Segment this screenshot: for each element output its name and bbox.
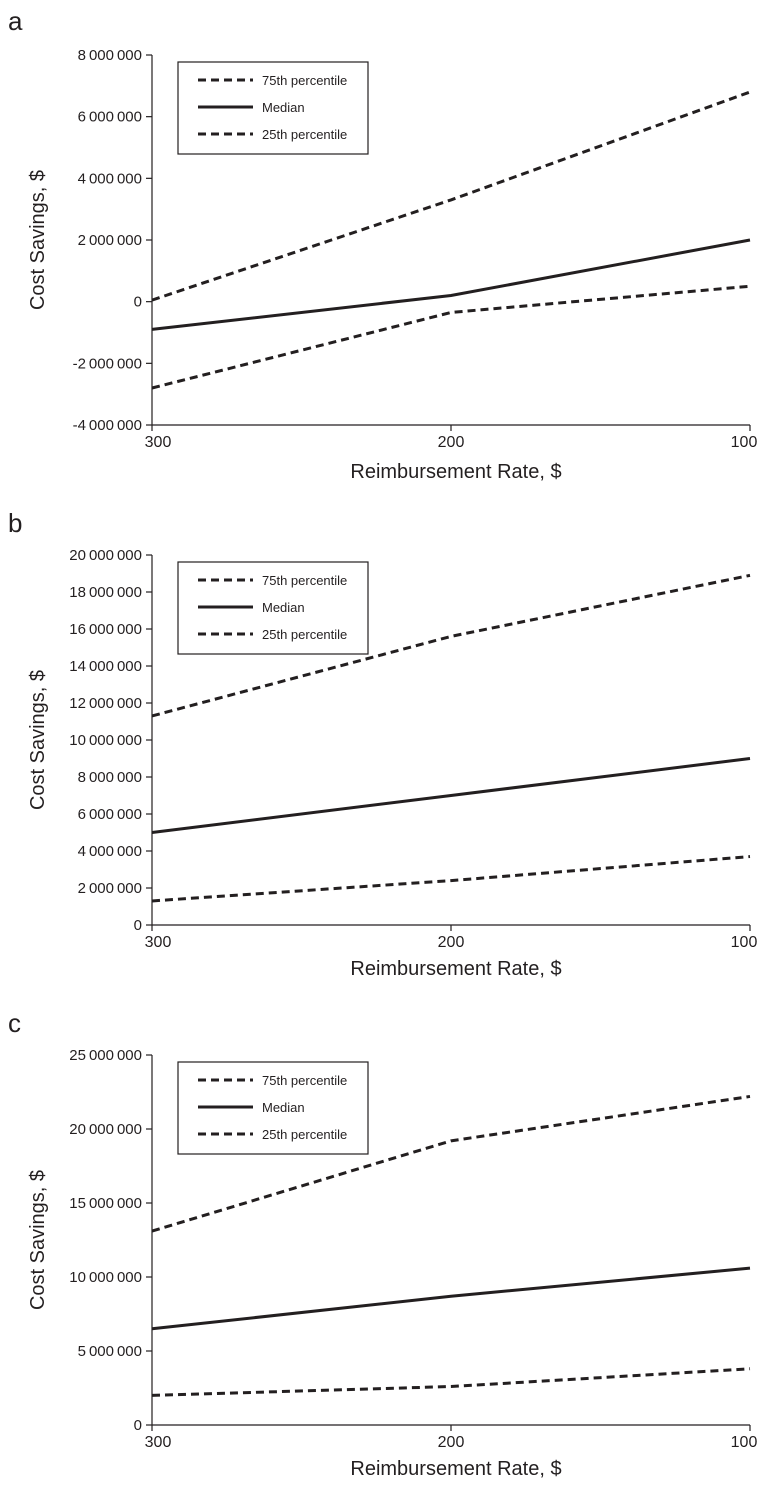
x-tick-label: 300 xyxy=(145,1434,172,1451)
y-tick-label: 0 xyxy=(134,294,142,311)
panel-label: c xyxy=(8,1008,21,1038)
series-line-median xyxy=(151,238,751,331)
y-tick-label: 8 000 000 xyxy=(78,47,142,64)
legend: 75th percentile Median 25th percentile xyxy=(177,61,369,155)
series-line-median xyxy=(151,757,751,834)
legend: 75th percentile Median 25th percentile xyxy=(177,1061,369,1155)
series-line-75th-percentile xyxy=(151,573,751,718)
y-tick-label: 20 000 000 xyxy=(69,547,142,564)
y-tick-label: 25 000 000 xyxy=(69,1047,142,1064)
x-tick-label: 200 xyxy=(438,934,465,951)
series-line-75th-percentile xyxy=(151,90,751,302)
y-axis-label: Cost Savings, $ xyxy=(27,170,49,310)
y-tick-label: 4 000 000 xyxy=(78,170,142,187)
chart-panel-b: b 0 2 000 000 4 000 000 6 000 000 8 000 000 10… xyxy=(8,508,757,980)
chart-panel-a: a -4 000 000 -2 000 000 0 2 000 000 4 000 000… xyxy=(8,6,757,483)
legend-label: Median xyxy=(262,100,305,115)
y-tick-label: 0 xyxy=(134,1417,142,1434)
legend-label: Median xyxy=(262,1100,305,1115)
panel-label: a xyxy=(8,6,23,36)
x-tick-label: 200 xyxy=(438,1434,465,1451)
series-line-75th-percentile xyxy=(151,1094,751,1233)
x-tick-label: 100 xyxy=(731,934,758,951)
x-tick-label: 100 xyxy=(731,1434,758,1451)
legend: 75th percentile Median 25th percentile xyxy=(177,561,369,655)
legend-label: 25th percentile xyxy=(262,127,347,142)
y-tick-label: 12 000 000 xyxy=(69,695,142,712)
series-line-25th-percentile xyxy=(151,284,751,390)
series-line-25th-percentile xyxy=(151,1367,751,1397)
y-tick-label: 20 000 000 xyxy=(69,1121,142,1138)
y-tick-label: 2 000 000 xyxy=(78,232,142,249)
y-tick-label: 5 000 000 xyxy=(78,1343,142,1360)
y-axis-label: Cost Savings, $ xyxy=(27,1170,49,1310)
y-tick-label: 10 000 000 xyxy=(69,1269,142,1286)
legend-label: 75th percentile xyxy=(262,73,347,88)
y-axis-label: Cost Savings, $ xyxy=(27,670,49,810)
y-tick-label: 10 000 000 xyxy=(69,732,142,749)
legend-label: 75th percentile xyxy=(262,573,347,588)
series-line-25th-percentile xyxy=(151,855,751,903)
legend-label: 75th percentile xyxy=(262,1073,347,1088)
y-tick-label: 0 xyxy=(134,917,142,934)
panel-label: b xyxy=(8,508,22,538)
y-tick-label: 14 000 000 xyxy=(69,658,142,675)
y-tick-label: 16 000 000 xyxy=(69,621,142,638)
chart-panel-c: c 0 5 000 000 10 000 000 15 000 000 20 000 00… xyxy=(8,1008,757,1480)
legend-label: 25th percentile xyxy=(262,1127,347,1142)
y-tick-label: 18 000 000 xyxy=(69,584,142,601)
x-tick-label: 200 xyxy=(438,434,465,451)
y-tick-label: -2 000 000 xyxy=(73,355,142,372)
y-tick-label: 4 000 000 xyxy=(78,843,142,860)
x-axis-label: Reimbursement Rate, $ xyxy=(350,461,561,483)
y-tick-label: -4 000 000 xyxy=(73,417,142,434)
x-tick-label: 300 xyxy=(145,934,172,951)
y-tick-label: 8 000 000 xyxy=(78,769,142,786)
x-tick-label: 100 xyxy=(731,434,758,451)
legend-label: 25th percentile xyxy=(262,627,347,642)
y-tick-label: 6 000 000 xyxy=(78,806,142,823)
legend-label: Median xyxy=(262,600,305,615)
y-tick-label: 6 000 000 xyxy=(78,109,142,126)
y-tick-label: 2 000 000 xyxy=(78,880,142,897)
x-axis-label: Reimbursement Rate, $ xyxy=(350,1458,561,1480)
y-tick-label: 15 000 000 xyxy=(69,1195,142,1212)
x-tick-label: 300 xyxy=(145,434,172,451)
series-line-median xyxy=(151,1266,751,1331)
x-axis-label: Reimbursement Rate, $ xyxy=(350,958,561,980)
